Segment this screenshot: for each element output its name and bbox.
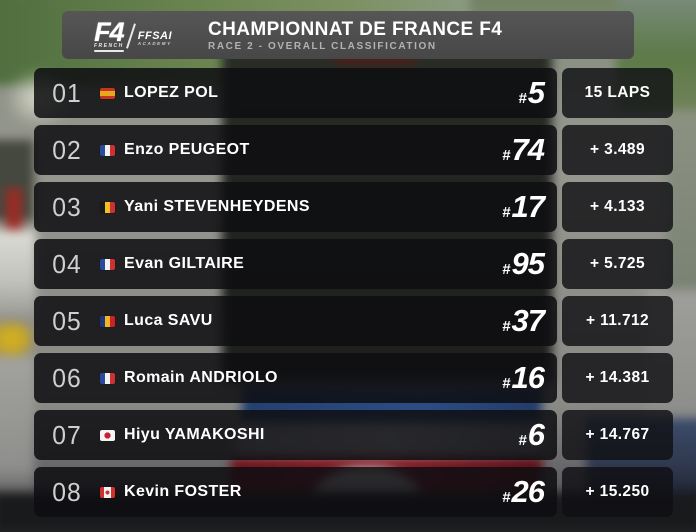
hash-symbol: #	[502, 489, 511, 506]
f4-ffsa-logo: F4 FRENCH FFSAI ACADEMY	[62, 16, 204, 52]
left-road	[0, 356, 34, 516]
flag-icon	[100, 429, 115, 441]
french-logo-text: FRENCH	[93, 42, 124, 49]
car-number-value: 5	[527, 75, 545, 110]
f4-logo-left: F4 FRENCH	[93, 16, 125, 52]
car-number: #74	[502, 132, 545, 168]
driver-name: Romain ANDRIOLO	[124, 369, 278, 386]
header-banner: F4 FRENCH FFSAI ACADEMY CHAMPIONNAT DE F…	[62, 11, 634, 59]
driver-name: Kevin FOSTER	[124, 483, 242, 500]
hash-symbol: #	[502, 375, 511, 392]
flag-icon	[100, 372, 115, 384]
academy-logo-text: ACADEMY	[137, 41, 172, 46]
red-banner	[6, 188, 22, 240]
position-number: 06	[52, 362, 82, 393]
driver-name: Enzo PEUGEOT	[124, 141, 250, 158]
hash-symbol: #	[502, 318, 511, 335]
driver-name: Luca SAVU	[124, 312, 213, 329]
page-subtitle: RACE 2 - OVERALL CLASSIFICATION	[208, 40, 437, 52]
flag-icon	[100, 87, 115, 99]
gap-time: + 15.250	[585, 483, 650, 500]
classification-row: 08 Kevin FOSTER #26 + 15.250	[34, 467, 673, 517]
car-number: #16	[502, 360, 545, 396]
position-number: 05	[52, 305, 82, 336]
flag-icon	[100, 258, 115, 270]
gap-box: 15 LAPS	[562, 68, 673, 118]
classification-row: 04 Evan GILTAIRE #95 + 5.725	[34, 239, 673, 289]
hash-symbol: #	[502, 204, 511, 221]
gap-time: + 5.725	[590, 255, 645, 272]
hash-symbol: #	[502, 261, 511, 278]
row-main: 06 Romain ANDRIOLO #16	[34, 353, 557, 403]
classification-row: 01 LOPEZ POL #5 15 LAPS	[34, 68, 673, 118]
car-number-value: 95	[511, 246, 545, 281]
gap-time: + 11.712	[585, 312, 650, 329]
gap-time: + 4.133	[590, 198, 645, 215]
car-number-value: 74	[511, 132, 545, 167]
car-number: #26	[502, 474, 545, 510]
car-number-value: 17	[511, 189, 545, 224]
row-main: 08 Kevin FOSTER #26	[34, 467, 557, 517]
row-main: 03 Yani STEVENHEYDENS #17	[34, 182, 557, 232]
position-number: 08	[52, 476, 82, 507]
ffsa-logo-right: FFSAI ACADEMY	[137, 26, 173, 47]
car-number: #5	[518, 75, 545, 111]
car-number-value: 26	[511, 474, 545, 509]
driver-name: LOPEZ POL	[124, 84, 219, 101]
gap-time: + 3.489	[590, 141, 645, 158]
car-number-value: 16	[511, 360, 545, 395]
car-number: #17	[502, 189, 545, 225]
f4-logo-text: F4	[94, 16, 125, 47]
hash-symbol: #	[518, 90, 527, 107]
gap-time: 15 LAPS	[584, 84, 651, 101]
row-main: 02 Enzo PEUGEOT #74	[34, 125, 557, 175]
car-number-value: 37	[511, 303, 545, 338]
position-number: 03	[52, 191, 82, 222]
hash-symbol: #	[502, 147, 511, 164]
logo-slash	[125, 23, 136, 49]
gap-box: + 15.250	[562, 467, 673, 517]
driver-name: Hiyu YAMAKOSHI	[124, 426, 265, 443]
gap-box: + 5.725	[562, 239, 673, 289]
gap-box: + 14.767	[562, 410, 673, 460]
yellow-car	[0, 322, 32, 356]
gap-box: + 3.489	[562, 125, 673, 175]
row-main: 05 Luca SAVU #37	[34, 296, 557, 346]
gap-box: + 4.133	[562, 182, 673, 232]
header-text: CHAMPIONNAT DE FRANCE F4 RACE 2 - OVERAL…	[204, 19, 634, 52]
car-number: #37	[502, 303, 545, 339]
position-number: 07	[52, 419, 82, 450]
flag-icon	[100, 315, 115, 327]
page-title: CHAMPIONNAT DE FRANCE F4	[208, 18, 503, 40]
row-main: 07 Hiyu YAMAKOSHI #6	[34, 410, 557, 460]
paddock-tents	[0, 230, 36, 316]
classification-row: 07 Hiyu YAMAKOSHI #6 + 14.767	[34, 410, 673, 460]
driver-name: Evan GILTAIRE	[124, 255, 245, 272]
flag-icon	[100, 201, 115, 213]
classification-row: 03 Yani STEVENHEYDENS #17 + 4.133	[34, 182, 673, 232]
classification-row: 05 Luca SAVU #37 + 11.712	[34, 296, 673, 346]
car-number-value: 6	[527, 417, 545, 452]
gap-time: + 14.767	[585, 426, 650, 443]
car-number: #95	[502, 246, 545, 282]
logo-underline	[93, 49, 124, 52]
position-number: 04	[52, 248, 82, 279]
row-main: 04 Evan GILTAIRE #95	[34, 239, 557, 289]
gap-box: + 11.712	[562, 296, 673, 346]
hash-symbol: #	[518, 432, 527, 449]
classification-row: 06 Romain ANDRIOLO #16 + 14.381	[34, 353, 673, 403]
flag-icon	[100, 144, 115, 156]
ffsa-logo-text: FFSAI	[137, 30, 173, 42]
position-number: 01	[52, 77, 82, 108]
flag-icon	[100, 486, 115, 498]
gap-box: + 14.381	[562, 353, 673, 403]
row-main: 01 LOPEZ POL #5	[34, 68, 557, 118]
car-number: #6	[518, 417, 545, 453]
position-number: 02	[52, 134, 82, 165]
driver-name: Yani STEVENHEYDENS	[124, 198, 310, 215]
classification-row: 02 Enzo PEUGEOT #74 + 3.489	[34, 125, 673, 175]
gap-time: + 14.381	[585, 369, 650, 386]
